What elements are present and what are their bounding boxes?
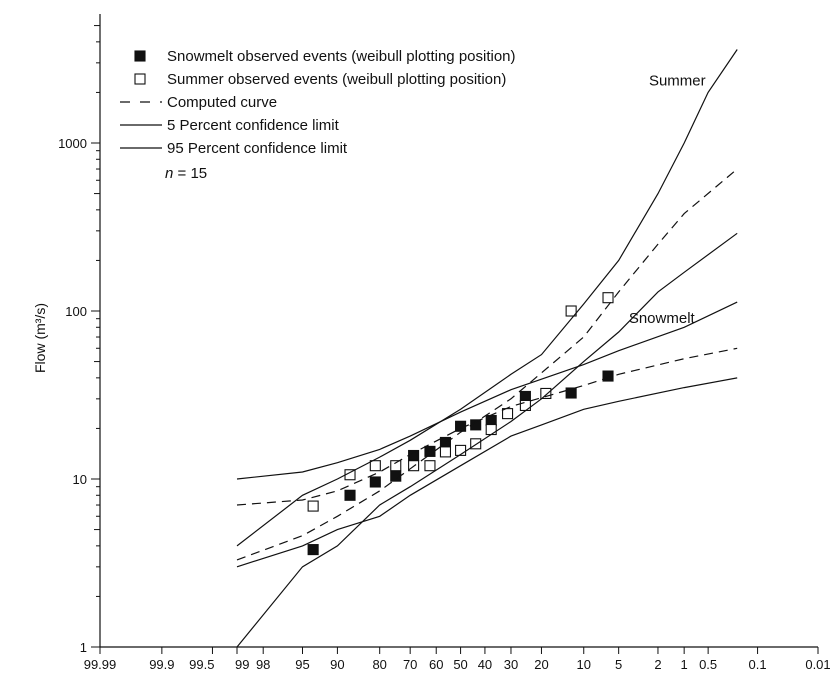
y-tick-label: 1: [80, 640, 87, 655]
snowmelt-point: [369, 476, 381, 488]
x-tick-label: 30: [504, 657, 518, 672]
y-tick-label: 1000: [58, 136, 87, 151]
summer-point: [390, 460, 402, 472]
x-tick-label: 99.9: [149, 657, 174, 672]
legend-symbol: [134, 50, 146, 62]
series-layer: Summer Snowmelt: [236, 49, 738, 648]
n-annotation: n = 15: [165, 165, 207, 182]
legend-label: Snowmelt observed events (weibull plotti…: [167, 48, 516, 65]
legend-item: 5 Percent confidence limit: [120, 117, 340, 134]
computed-curve: [236, 347, 738, 506]
x-tick-label: 5: [615, 657, 622, 672]
x-tick-label: 70: [403, 657, 417, 672]
x-tick-label: 99: [235, 657, 249, 672]
series-5: [236, 168, 738, 561]
series-7: [236, 232, 738, 648]
snowmelt-point: [307, 544, 319, 556]
series-6: [236, 49, 738, 547]
summer-point: [439, 446, 452, 458]
legend: Snowmelt observed events (weibull plotti…: [120, 48, 516, 157]
snowmelt-point: [565, 387, 577, 399]
snowmelt-point: [408, 449, 420, 462]
summer-point: [470, 438, 482, 450]
n-annotation-var: n: [165, 165, 173, 182]
summer-point: [369, 460, 381, 472]
x-tick-label: 20: [534, 657, 548, 672]
series-1: [307, 292, 614, 512]
summer-point: [565, 305, 577, 317]
x-tick-label: 1: [681, 657, 688, 672]
summer-point: [602, 292, 614, 304]
confidence-limit-curve: [236, 232, 738, 648]
series-0: [307, 370, 614, 556]
x-tick-label: 80: [372, 657, 386, 672]
legend-item: Snowmelt observed events (weibull plotti…: [134, 48, 516, 65]
legend-symbol: [134, 73, 146, 85]
x-tick-label: 95: [295, 657, 309, 672]
curve-label-summer: Summer: [649, 72, 706, 89]
x-tick-label: 98: [256, 657, 270, 672]
x-tick-label: 99.5: [189, 657, 214, 672]
x-tick-label: 40: [478, 657, 492, 672]
x-tick-label: 0.01: [805, 657, 830, 672]
summer-point: [519, 399, 531, 412]
y-axis-label: Flow (m³/s): [32, 303, 48, 373]
summer-point: [540, 387, 552, 400]
confidence-limit-curve: [236, 49, 738, 547]
curve-label-snowmelt: Snowmelt: [629, 310, 696, 327]
x-tick-label: 99.99: [84, 657, 117, 672]
x-tick-label: 2: [654, 657, 661, 672]
legend-label: 95 Percent confidence limit: [167, 140, 348, 157]
x-tick-label: 10: [577, 657, 591, 672]
axes: 1 10 100 1000 99.99 99.9 99.5 99 98 95 90 80 70 60 50 4…: [58, 14, 831, 672]
snowmelt-point: [344, 489, 356, 501]
legend-item: Computed curve: [120, 94, 277, 111]
n-annotation-rest: = 15: [173, 165, 207, 182]
summer-point: [455, 444, 467, 456]
y-tick-label: 10: [73, 472, 87, 487]
computed-curve: [236, 168, 738, 561]
legend-label: 5 Percent confidence limit: [167, 117, 340, 134]
legend-label: Computed curve: [167, 94, 277, 111]
series-4: [236, 377, 738, 568]
confidence-limit-curve: [236, 301, 738, 480]
confidence-limit-curve: [236, 377, 738, 568]
legend-item: 95 Percent confidence limit: [120, 140, 348, 157]
x-tick-label: 50: [453, 657, 467, 672]
legend-item: Summer observed events (weibull plotting…: [134, 71, 506, 88]
summer-point: [485, 423, 497, 436]
snowmelt-point: [602, 370, 614, 382]
summer-point: [424, 460, 436, 472]
y-tick-label: 100: [65, 304, 87, 319]
x-tick-label: 0.5: [699, 657, 717, 672]
x-tick-label: 0.1: [749, 657, 767, 672]
summer-point: [307, 500, 319, 512]
series-3: [236, 301, 738, 480]
legend-label: Summer observed events (weibull plotting…: [167, 71, 506, 88]
x-tick-label: 90: [330, 657, 344, 672]
series-2: [236, 347, 738, 506]
x-tick-label: 60: [429, 657, 443, 672]
